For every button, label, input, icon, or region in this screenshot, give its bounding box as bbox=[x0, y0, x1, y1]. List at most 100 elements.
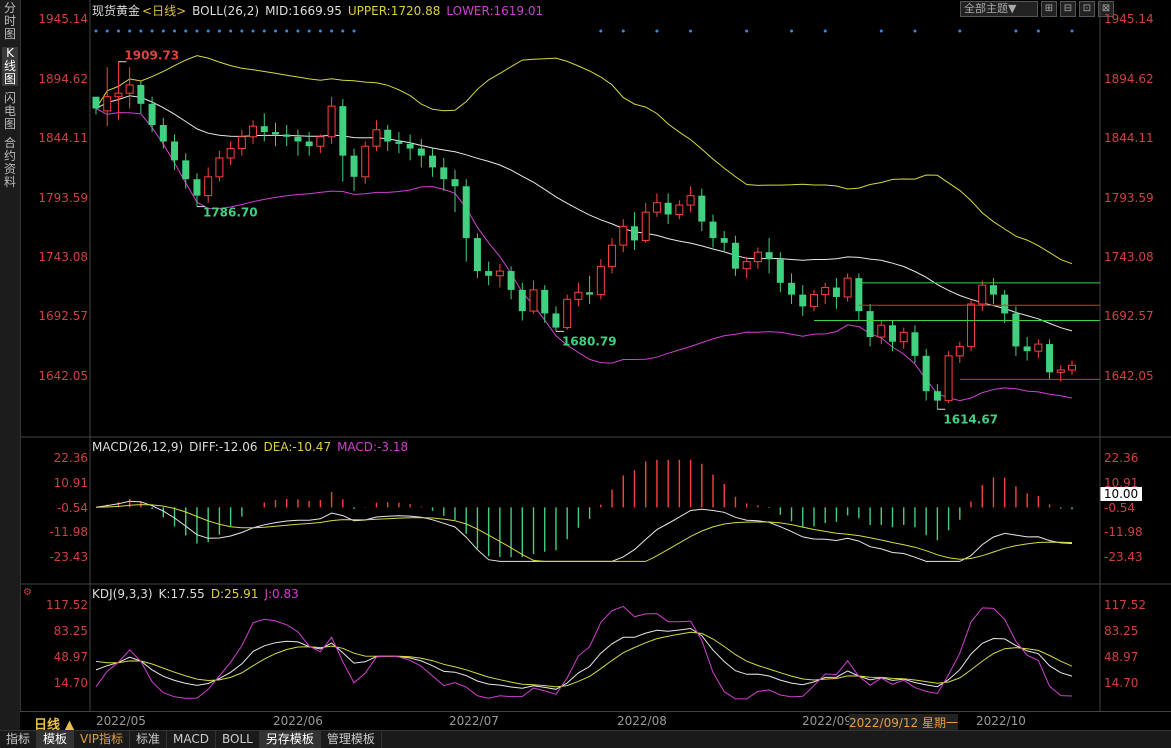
chart-canvas[interactable]: 1909.73 1786.70 1680.79 1614.67 bbox=[0, 0, 1171, 711]
tab-kline[interactable]: K线图 bbox=[2, 46, 18, 86]
settings-icon[interactable]: ⚙ bbox=[23, 587, 32, 598]
kdj-k-line bbox=[95, 627, 1073, 690]
candle-body bbox=[955, 345, 964, 357]
boll-lower: LOWER:1619.01 bbox=[446, 4, 544, 18]
kdj-tick-label: 83.25 bbox=[1104, 623, 1139, 638]
boll-mid: MID:1669.95 bbox=[265, 4, 342, 18]
candle-body bbox=[350, 155, 358, 177]
tab-flash[interactable]: 闪电图 bbox=[3, 91, 16, 131]
signal-dot bbox=[745, 29, 749, 33]
candlestick-series bbox=[92, 61, 1076, 410]
bottom-tabbar: 指标 模板 VIP指标 标准 MACD BOLL 另存模板 管理模板 bbox=[0, 730, 1171, 748]
kdj-header: KDJ(9,3,3) K:17.55 D:25.91 J:0.83 bbox=[92, 587, 305, 601]
candle-body bbox=[765, 252, 773, 260]
candle-body bbox=[652, 202, 661, 213]
candle-body bbox=[495, 270, 504, 277]
candle-body bbox=[809, 294, 818, 307]
candle-body bbox=[193, 179, 201, 196]
candle-body bbox=[933, 391, 941, 401]
kdj-j: J:0.83 bbox=[264, 587, 299, 601]
signal-dot bbox=[1070, 29, 1074, 33]
candle-body bbox=[799, 294, 807, 307]
boll-upper-line bbox=[95, 55, 1073, 265]
candle-body bbox=[776, 259, 784, 283]
candle-body bbox=[114, 92, 123, 98]
price-tick-label: 1692.57 bbox=[38, 309, 88, 324]
price-tick-label: 1692.57 bbox=[1104, 309, 1154, 324]
kdj-d-line bbox=[95, 631, 1073, 688]
signal-dot bbox=[655, 29, 659, 33]
macd-tick-label: 10.91 bbox=[1104, 475, 1139, 490]
macd-tick-label: 22.36 bbox=[1104, 451, 1139, 465]
price-tick-label: 1743.08 bbox=[38, 250, 88, 264]
candle-body bbox=[215, 157, 224, 178]
macd-panel bbox=[95, 459, 1073, 562]
signal-dot bbox=[116, 29, 120, 33]
month-label: 2022/05 bbox=[96, 714, 146, 728]
layout-icon-4[interactable]: ⊠ bbox=[1098, 1, 1114, 17]
candle-body bbox=[529, 289, 538, 312]
candle-body bbox=[1023, 346, 1031, 352]
price-tick-label: 1945.14 bbox=[38, 12, 88, 26]
signal-dot bbox=[229, 29, 233, 33]
left-sidebar: 分时图 K线图 闪电图 合约资料 bbox=[0, 0, 21, 730]
theme-select[interactable]: 全部主题▼ bbox=[960, 1, 1038, 17]
tab-manage-template[interactable]: 管理模板 bbox=[321, 731, 382, 748]
candle-body bbox=[967, 303, 976, 347]
layout-icon-2[interactable]: ⊟ bbox=[1060, 1, 1076, 17]
signal-dot bbox=[240, 29, 244, 33]
candle-body bbox=[675, 204, 684, 216]
signal-dot bbox=[296, 29, 300, 33]
kdj-tick-label: 14.70 bbox=[53, 676, 88, 690]
signal-dot bbox=[599, 29, 603, 33]
signal-dot bbox=[879, 29, 883, 33]
period-button[interactable]: 日线 ▲ bbox=[34, 718, 75, 733]
price-tick-label: 1894.62 bbox=[38, 71, 88, 86]
tab-standard[interactable]: 标准 bbox=[130, 731, 168, 748]
candle-body bbox=[698, 195, 706, 222]
price-tick-label: 1793.59 bbox=[38, 190, 88, 205]
candle-body bbox=[125, 84, 134, 94]
candle-body bbox=[159, 124, 167, 142]
candle-body bbox=[429, 155, 437, 168]
period-label: <日线> bbox=[142, 4, 187, 18]
candle-body bbox=[372, 129, 381, 147]
candle-body bbox=[552, 313, 560, 328]
tab-macd[interactable]: MACD bbox=[167, 731, 217, 748]
layout-icon-3[interactable]: ⊡ bbox=[1079, 1, 1095, 17]
tab-vip-indicator[interactable]: VIP指标 bbox=[74, 731, 131, 748]
signal-dot bbox=[251, 29, 255, 33]
signal-dot bbox=[307, 29, 311, 33]
candle-body bbox=[294, 136, 302, 142]
signal-dot bbox=[689, 29, 693, 33]
candle-body bbox=[249, 125, 258, 138]
price-tick-label: 1793.59 bbox=[1104, 190, 1154, 205]
candle-body bbox=[641, 211, 650, 241]
candle-body bbox=[327, 105, 336, 138]
tab-boll[interactable]: BOLL bbox=[216, 731, 260, 748]
price-tick-label: 1945.14 bbox=[1104, 12, 1154, 26]
kdj-tick-label: 83.25 bbox=[53, 623, 88, 638]
candle-body bbox=[316, 136, 325, 147]
candle-body bbox=[485, 271, 493, 276]
price-tick-label: 1642.05 bbox=[38, 369, 88, 383]
candle-body bbox=[182, 160, 190, 180]
signal-dot bbox=[184, 29, 188, 33]
tab-contract-info[interactable]: 合约资料 bbox=[3, 136, 16, 189]
candle-body bbox=[137, 84, 145, 104]
boll-mid-line bbox=[95, 95, 1073, 332]
top-toolbar: 全部主题▼ ⊞ ⊟ ⊡ ⊠ bbox=[960, 0, 1114, 18]
layout-icon-1[interactable]: ⊞ bbox=[1041, 1, 1057, 17]
signal-dots bbox=[94, 29, 1074, 33]
tab-timeshare[interactable]: 分时图 bbox=[3, 1, 16, 41]
candle-body bbox=[877, 324, 886, 338]
tab-template[interactable]: 模板 bbox=[37, 731, 75, 748]
tab-save-template[interactable]: 另存模板 bbox=[259, 731, 321, 748]
tab-indicator[interactable]: 指标 bbox=[0, 731, 38, 748]
signal-dot bbox=[341, 29, 345, 33]
candle-body bbox=[563, 298, 572, 329]
candle-body bbox=[171, 141, 179, 161]
signal-dot bbox=[1036, 29, 1040, 33]
candle-body bbox=[944, 355, 953, 402]
candle-body bbox=[866, 311, 874, 338]
